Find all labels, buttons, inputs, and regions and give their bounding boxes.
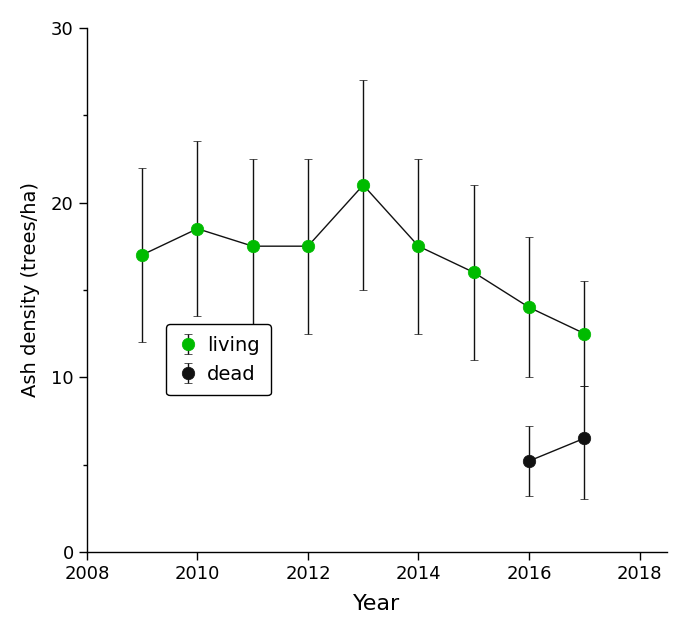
Y-axis label: Ash density (trees/ha): Ash density (trees/ha) bbox=[21, 182, 40, 398]
X-axis label: Year: Year bbox=[354, 594, 400, 614]
Legend: living, dead: living, dead bbox=[166, 324, 271, 396]
